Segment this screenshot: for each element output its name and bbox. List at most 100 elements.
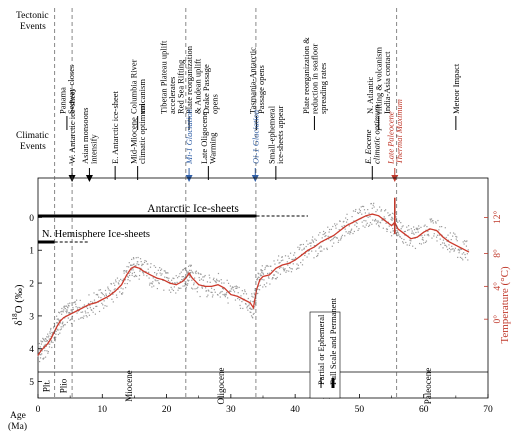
data-cloud-point — [333, 242, 335, 244]
data-cloud-point — [142, 272, 145, 274]
data-cloud-point — [315, 250, 317, 252]
data-cloud-point — [417, 231, 419, 233]
series-point-0 — [391, 225, 393, 227]
data-cloud-point — [380, 210, 382, 212]
data-cloud-point — [104, 289, 107, 292]
data-cloud-point — [416, 228, 418, 230]
data-cloud-point — [83, 315, 85, 317]
data-cloud-point — [433, 233, 435, 235]
data-cloud-point — [433, 235, 435, 237]
data-cloud-point — [371, 207, 373, 209]
data-cloud-point — [224, 296, 226, 298]
data-cloud-point — [424, 224, 426, 226]
data-cloud-point — [244, 302, 247, 305]
data-cloud-point — [308, 249, 310, 252]
series-point-0 — [198, 284, 200, 286]
data-cloud-point — [317, 253, 319, 255]
data-cloud-point — [405, 241, 407, 244]
data-cloud-point — [134, 274, 137, 276]
data-cloud-point — [261, 278, 263, 281]
data-cloud-point — [449, 232, 451, 234]
data-cloud-point — [265, 265, 267, 267]
data-cloud-point — [60, 328, 63, 330]
data-cloud-point — [420, 226, 422, 229]
data-cloud-point — [252, 313, 254, 315]
data-cloud-point — [364, 226, 366, 228]
data-cloud-point — [348, 231, 350, 233]
data-cloud-point — [39, 360, 41, 363]
series-point-0 — [223, 287, 225, 289]
data-cloud-point — [156, 287, 158, 290]
data-cloud-point — [112, 301, 114, 303]
data-cloud-point — [252, 296, 254, 298]
data-cloud-point — [103, 295, 106, 297]
data-cloud-point — [336, 237, 338, 239]
data-cloud-point — [128, 272, 130, 275]
data-cloud-point — [361, 213, 363, 215]
data-cloud-point — [248, 303, 250, 305]
data-cloud-point — [92, 311, 94, 313]
data-cloud-point — [194, 271, 197, 273]
data-cloud-point — [88, 314, 91, 316]
data-cloud-point — [453, 249, 456, 251]
data-cloud-point — [256, 277, 259, 280]
series-point-0 — [320, 241, 322, 243]
data-cloud-point — [106, 305, 108, 307]
series-point-0 — [126, 274, 128, 276]
data-cloud-point — [66, 321, 68, 323]
data-cloud-point — [138, 278, 140, 280]
tectonic-event-label-5-0: N. Atlantic — [365, 76, 375, 114]
data-cloud-point — [188, 269, 191, 271]
data-cloud-point — [155, 274, 158, 276]
data-cloud-point — [178, 275, 180, 278]
data-cloud-point — [381, 219, 383, 221]
data-cloud-point — [435, 222, 437, 224]
data-cloud-point — [105, 293, 107, 295]
data-cloud-point — [157, 279, 159, 282]
data-cloud-point — [47, 333, 49, 335]
data-cloud-point — [279, 273, 282, 275]
data-cloud-point — [298, 248, 300, 251]
data-cloud-point — [133, 263, 135, 265]
data-cloud-point — [463, 240, 466, 242]
data-cloud-point — [257, 288, 259, 290]
climatic-event-label-9-1: Thermal Maximum — [394, 99, 404, 164]
data-cloud-point — [409, 239, 411, 241]
data-cloud-point — [304, 252, 306, 254]
data-cloud-point — [328, 231, 330, 233]
data-cloud-point — [252, 317, 254, 319]
data-cloud-point — [458, 248, 460, 251]
data-cloud-point — [219, 292, 221, 294]
data-cloud-point — [150, 282, 153, 284]
data-cloud-point — [78, 318, 80, 320]
data-cloud-point — [461, 253, 463, 255]
data-cloud-point — [261, 274, 263, 277]
data-cloud-point — [64, 317, 66, 319]
data-cloud-point — [356, 222, 358, 224]
data-cloud-point — [39, 349, 41, 351]
data-cloud-point — [346, 219, 349, 221]
data-cloud-point — [185, 270, 188, 272]
data-cloud-point — [347, 232, 349, 234]
data-cloud-point — [44, 349, 46, 352]
data-cloud-point — [142, 263, 144, 265]
data-cloud-point — [324, 232, 327, 234]
data-cloud-point — [66, 310, 68, 312]
data-cloud-point — [362, 225, 364, 227]
data-cloud-point — [351, 216, 353, 218]
data-cloud-point — [455, 238, 457, 240]
data-cloud-point — [418, 227, 420, 230]
data-cloud-point — [191, 279, 193, 281]
data-cloud-point — [283, 269, 286, 271]
age-label-line-1: Age — [10, 411, 26, 421]
data-cloud-point — [334, 225, 337, 227]
data-cloud-point — [261, 265, 263, 267]
data-cloud-point — [221, 282, 223, 284]
data-cloud-point — [391, 219, 393, 222]
data-cloud-point — [461, 257, 463, 259]
data-cloud-point — [455, 235, 457, 238]
data-cloud-point — [167, 272, 169, 274]
data-cloud-point — [325, 234, 327, 237]
data-cloud-point — [235, 285, 237, 287]
data-cloud-point — [427, 233, 429, 236]
